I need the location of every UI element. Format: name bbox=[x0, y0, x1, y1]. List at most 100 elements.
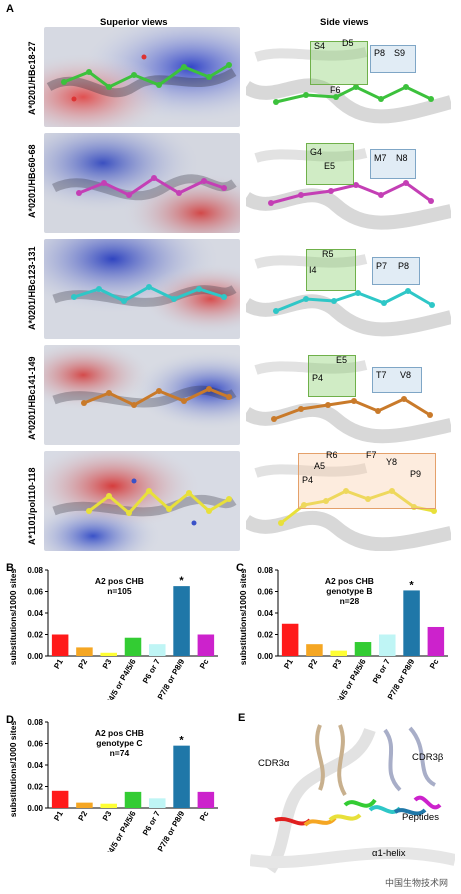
side-view-2-box-green bbox=[306, 143, 354, 185]
x-tick-label: P3 bbox=[101, 809, 114, 822]
residue-label: E5 bbox=[324, 161, 336, 171]
y-tick-label: 0.08 bbox=[27, 718, 43, 727]
side-view-3-box-green bbox=[306, 249, 356, 291]
bar-3 bbox=[330, 650, 347, 656]
residue-label: V8 bbox=[400, 370, 412, 380]
residue-label: P9 bbox=[410, 469, 422, 479]
superior-view-4 bbox=[44, 345, 240, 445]
bar-5 bbox=[149, 798, 166, 808]
residue-label: P7 bbox=[376, 261, 388, 271]
side-view-4-box-blue bbox=[372, 367, 422, 393]
y-tick-label: 0.00 bbox=[27, 652, 43, 661]
residue-label: P4 bbox=[312, 373, 324, 383]
y-axis-label: substitutions/1000 sites bbox=[238, 569, 248, 666]
y-tick-label: 0.00 bbox=[257, 652, 273, 661]
tcr-structure-image bbox=[250, 720, 455, 880]
bar-4 bbox=[354, 642, 372, 656]
y-tick-label: 0.04 bbox=[257, 609, 273, 618]
cdr3b-label: CDR3β bbox=[412, 752, 444, 763]
residue-label: P4 bbox=[302, 475, 314, 485]
bar-6 bbox=[403, 590, 420, 656]
x-tick-label: P6 or 7 bbox=[371, 657, 392, 685]
residue-label: D5 bbox=[342, 38, 354, 48]
y-axis-label: substitutions/1000 sites bbox=[8, 569, 18, 666]
x-tick-label: P2 bbox=[76, 657, 89, 670]
superior-view-3 bbox=[44, 239, 240, 339]
y-tick-label: 0.00 bbox=[27, 804, 43, 813]
side-view-1-box-blue bbox=[370, 45, 416, 73]
x-tick-label: P2 bbox=[306, 657, 319, 670]
residue-label: M7 bbox=[374, 153, 387, 163]
y-tick-label: 0.08 bbox=[27, 566, 43, 575]
residue-label: S4 bbox=[314, 41, 326, 51]
bar-1 bbox=[281, 623, 299, 656]
chart-annotation: genotype C bbox=[96, 738, 142, 748]
y-tick-label: 0.02 bbox=[27, 783, 43, 792]
y-tick-label: 0.06 bbox=[27, 588, 43, 597]
row-label-4: A*0201/HBc141-149 bbox=[27, 356, 37, 440]
chart-annotation: A2 pos CHB bbox=[95, 576, 144, 586]
side-view-3: R5 I4 P7 P8 bbox=[246, 239, 451, 339]
side-view-1: S4 D5 F6 P8 S9 bbox=[246, 27, 451, 127]
residue-label: F6 bbox=[330, 85, 341, 95]
y-tick-label: 0.06 bbox=[257, 588, 273, 597]
y-axis-label: substitutions/1000 sites bbox=[8, 721, 18, 818]
x-tick-label: P2 bbox=[76, 809, 89, 822]
row-label-5: A*1101/pol110-118 bbox=[27, 467, 37, 545]
bar-4 bbox=[124, 637, 142, 656]
x-tick-label: P6 or 7 bbox=[141, 809, 162, 837]
bar-7 bbox=[197, 634, 215, 656]
residue-label: R6 bbox=[326, 451, 338, 460]
panel-e-letter: E bbox=[238, 712, 246, 724]
bar-2 bbox=[76, 802, 93, 808]
chart-annotation: n=105 bbox=[107, 586, 132, 596]
bar-7 bbox=[197, 791, 215, 808]
side-view-1-box-green bbox=[310, 41, 368, 85]
side-view-5: R6 A5 F7 Y8 P9 P4 bbox=[246, 451, 451, 551]
side-view-4: P4 E5 T7 V8 bbox=[246, 345, 451, 445]
side-view-2: E5 G4 M7 N8 bbox=[246, 133, 451, 233]
superior-view-5 bbox=[44, 451, 240, 551]
bar-5 bbox=[379, 634, 396, 656]
chart-annotation: n=28 bbox=[340, 596, 360, 606]
bar-3 bbox=[100, 652, 117, 656]
bar-6 bbox=[173, 586, 190, 656]
side-view-4-box-green bbox=[308, 355, 356, 397]
alpha1-helix-label: α1-helix bbox=[372, 848, 406, 859]
row-label-3: A*0201/HBc123-131 bbox=[27, 246, 37, 330]
x-tick-label: P1 bbox=[52, 809, 65, 822]
chart-annotation: A2 pos CHB bbox=[325, 576, 374, 586]
residue-label: E5 bbox=[336, 355, 348, 365]
residue-label: G4 bbox=[310, 147, 323, 157]
y-tick-label: 0.06 bbox=[27, 740, 43, 749]
bar-2 bbox=[306, 644, 323, 656]
residue-label: S9 bbox=[394, 48, 406, 58]
y-tick-label: 0.02 bbox=[257, 631, 273, 640]
y-tick-label: 0.04 bbox=[27, 609, 43, 618]
panel-letter: D bbox=[6, 714, 14, 726]
residue-label: P8 bbox=[398, 261, 410, 271]
panel-letter: B bbox=[6, 562, 14, 574]
x-tick-label: P1 bbox=[52, 657, 65, 670]
bar-2 bbox=[76, 647, 93, 656]
bar-6 bbox=[173, 745, 190, 808]
chart-annotation: genotype B bbox=[326, 586, 372, 596]
cdr3a-label: CDR3α bbox=[258, 758, 290, 769]
bar-1 bbox=[51, 790, 69, 808]
chart-annotation: A2 pos CHB bbox=[95, 728, 144, 738]
residue-label: R5 bbox=[322, 249, 334, 259]
residue-label: F7 bbox=[366, 451, 377, 460]
bar-5 bbox=[149, 644, 166, 656]
panel-letter: C bbox=[236, 562, 244, 574]
superior-views-title: Superior views bbox=[100, 17, 168, 28]
x-tick-label: Pc bbox=[198, 809, 211, 822]
bar-3 bbox=[100, 803, 117, 808]
watermark: 中国生物技术网 bbox=[385, 878, 449, 888]
panel-a-letter: A bbox=[6, 3, 14, 15]
side-views-title: Side views bbox=[320, 17, 369, 28]
y-tick-label: 0.02 bbox=[27, 631, 43, 640]
significance-star: * bbox=[179, 575, 184, 587]
x-tick-label: P3 bbox=[101, 657, 114, 670]
